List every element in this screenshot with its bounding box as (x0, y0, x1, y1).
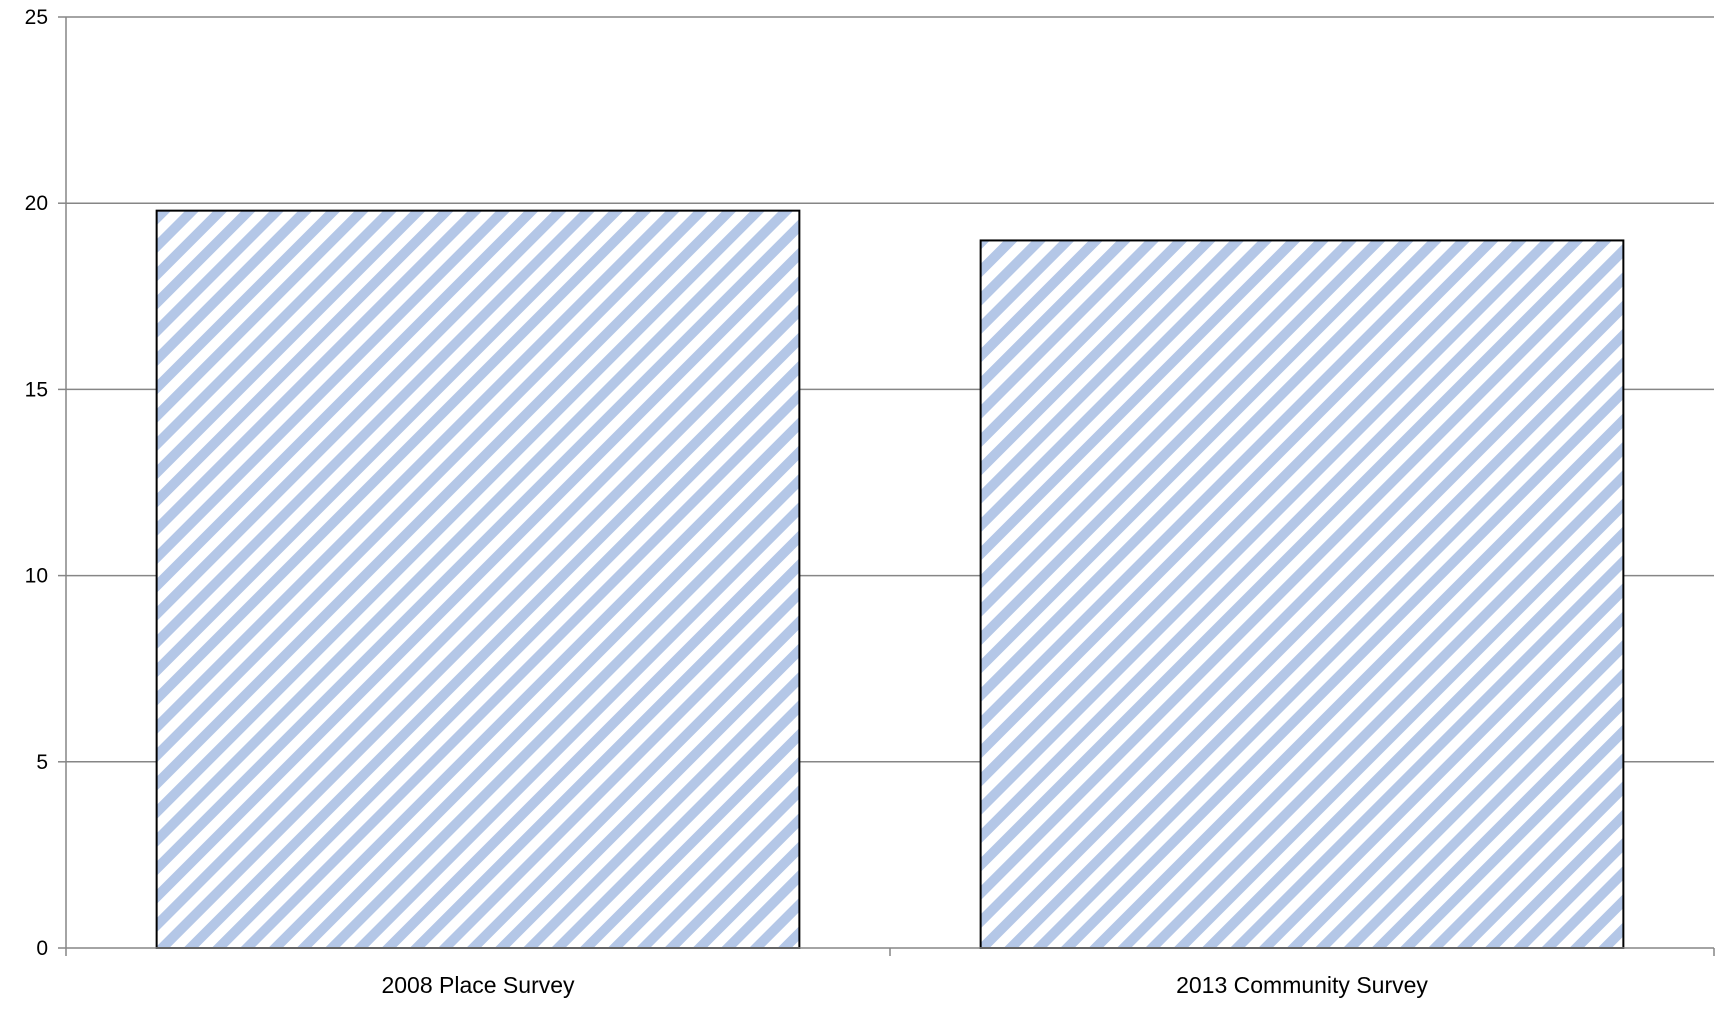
y-tick-label: 25 (25, 6, 48, 29)
y-tick-label: 15 (25, 378, 48, 401)
y-tick-label: 20 (25, 192, 48, 215)
y-tick-label: 5 (36, 751, 48, 774)
y-tick-label: 10 (25, 565, 48, 588)
x-tick-label: 2008 Place Survey (381, 972, 575, 998)
tick-labels: 0 5 10 15 20 25 2008 Place Survey 2013 Communit… (25, 6, 1429, 998)
bars (155, 209, 1625, 949)
bar-2 (979, 239, 1625, 949)
bar-1 (155, 209, 801, 949)
axes (58, 16, 1715, 956)
y-tick-label: 0 (36, 937, 48, 960)
x-tick-label: 2013 Community Survey (1176, 972, 1428, 998)
